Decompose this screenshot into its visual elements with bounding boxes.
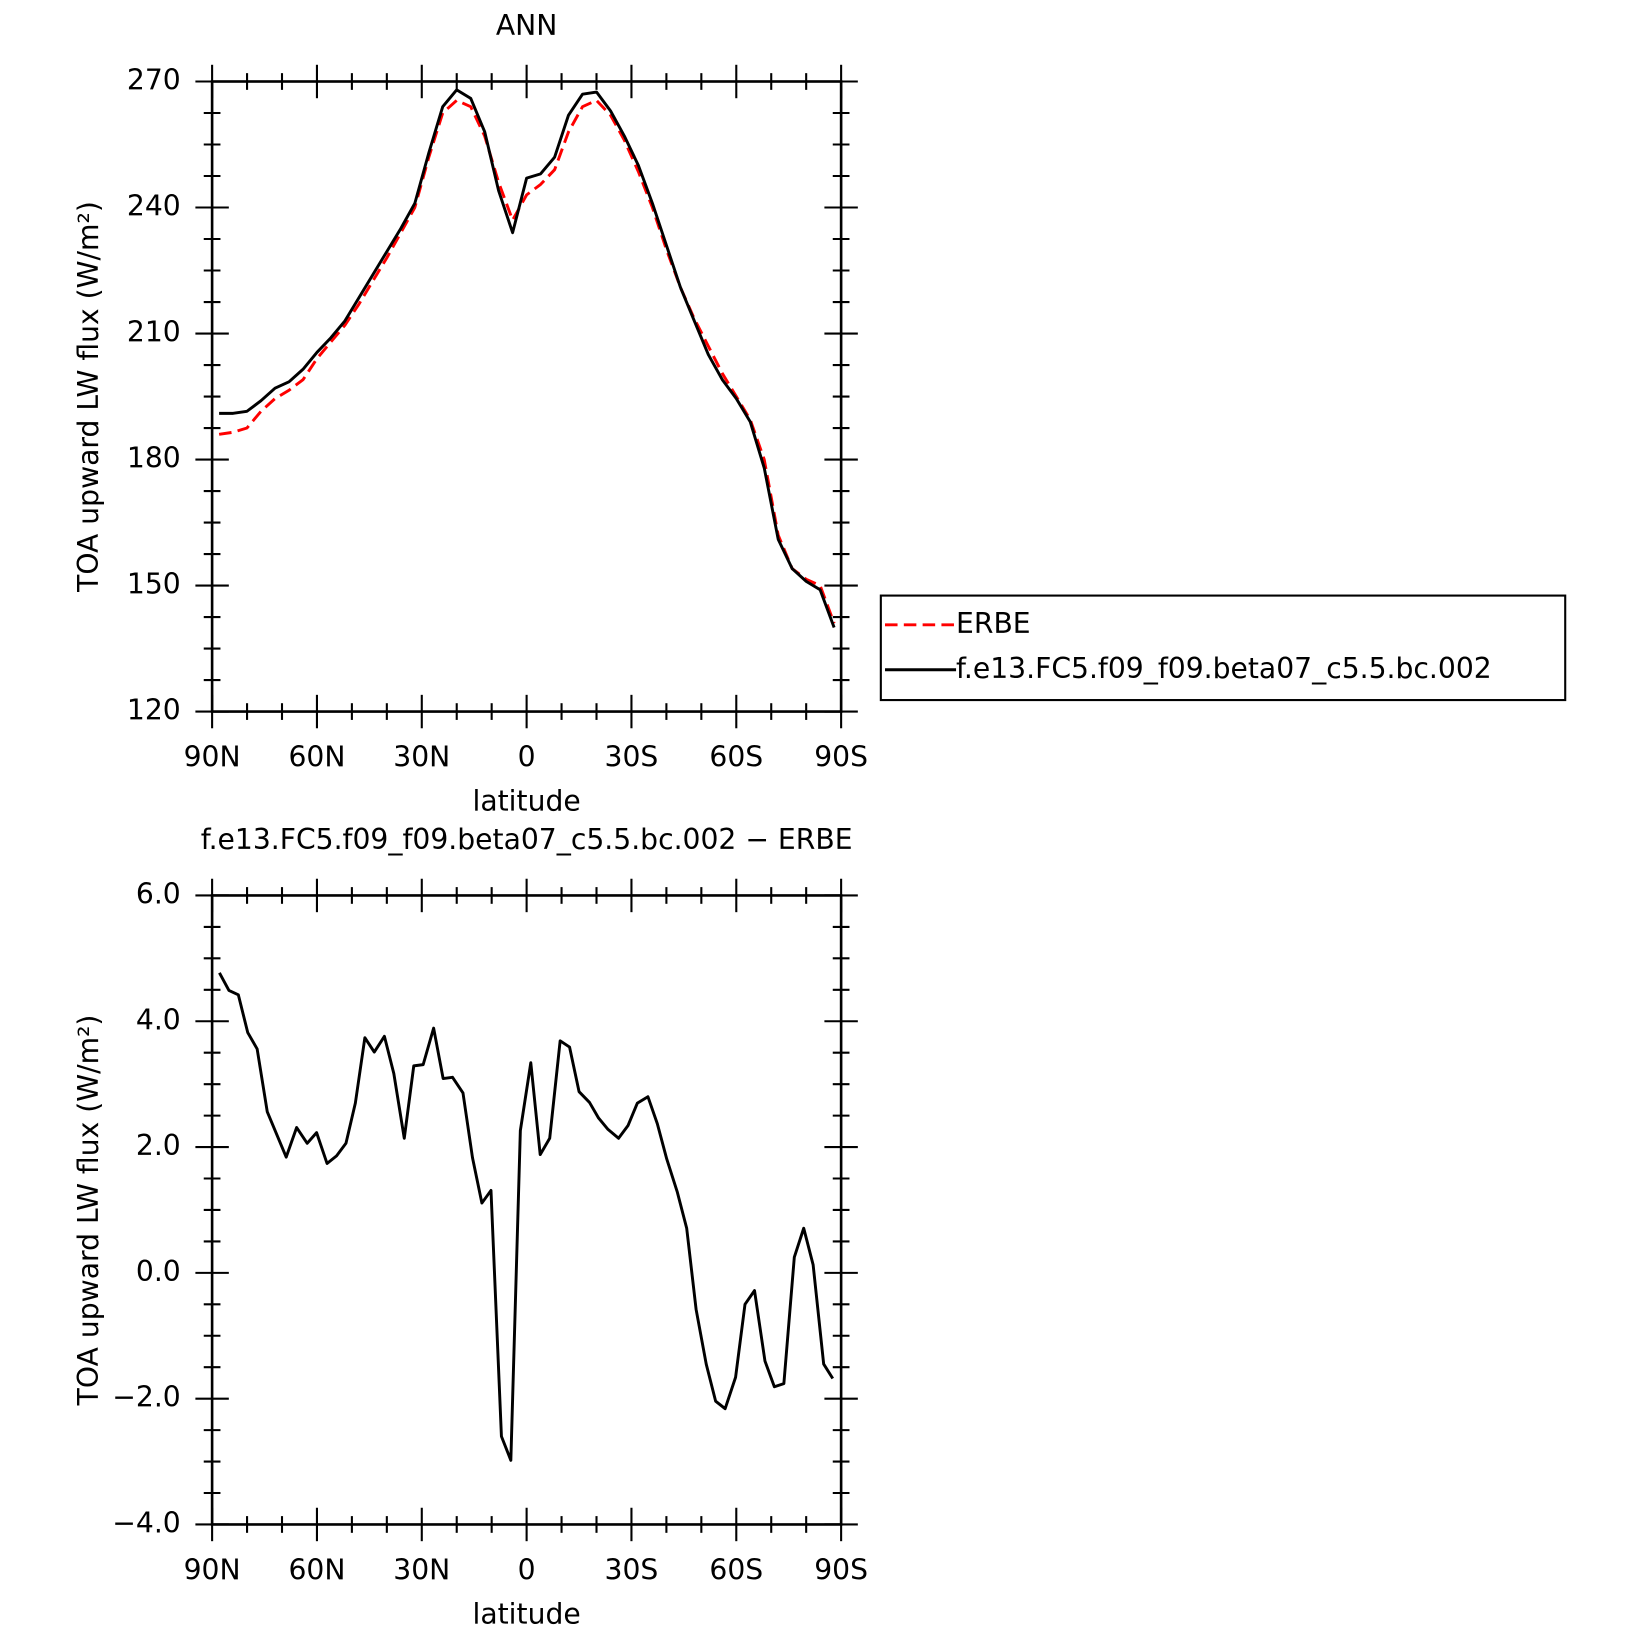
y-tick-label: 0.0 xyxy=(136,1255,181,1288)
plot-frame xyxy=(210,894,843,1526)
x-tick-label: 60S xyxy=(709,1553,763,1586)
x-tick-label: 60N xyxy=(288,741,345,774)
y-tick-label: 180 xyxy=(127,442,181,475)
x-tick-label: 30S xyxy=(605,1553,659,1586)
chart-title: ANN xyxy=(496,9,558,42)
y-axis-label: TOA upward LW flux (W/m²) xyxy=(72,201,105,593)
legend-label: f.e13.FC5.f09_f09.beta07_c5.5.bc.002 xyxy=(956,652,1492,685)
data-line xyxy=(218,98,836,624)
y-tick-label: 4.0 xyxy=(136,1003,181,1036)
chart-title: f.e13.FC5.f09_f09.beta07_c5.5.bc.002 − E… xyxy=(201,823,853,856)
y-tick-label: 210 xyxy=(127,316,181,349)
y-tick-label: 150 xyxy=(127,568,181,601)
x-tick-label: 30N xyxy=(393,1553,450,1586)
data-line xyxy=(219,88,836,629)
y-tick-label: 6.0 xyxy=(136,877,181,910)
x-axis-label: latitude xyxy=(473,1597,581,1630)
x-tick-label: 90N xyxy=(184,1553,241,1586)
data-line xyxy=(218,972,835,1462)
x-tick-label: 30S xyxy=(605,741,659,774)
x-axis-label: latitude xyxy=(473,784,581,817)
x-tick-label: 90N xyxy=(184,741,241,774)
legend-box xyxy=(879,594,1567,702)
y-tick-label: 270 xyxy=(127,64,181,97)
y-tick-label: −4.0 xyxy=(112,1506,180,1539)
legend-label: ERBE xyxy=(956,607,1031,640)
y-tick-label: 2.0 xyxy=(136,1129,181,1162)
plot-frame xyxy=(210,80,843,713)
x-tick-label: 60S xyxy=(709,741,763,774)
y-tick-label: 120 xyxy=(127,694,181,727)
x-tick-label: 0 xyxy=(518,1553,536,1586)
x-tick-label: 90S xyxy=(814,1553,868,1586)
y-tick-label: −2.0 xyxy=(112,1381,180,1414)
x-tick-label: 0 xyxy=(518,741,536,774)
y-tick-label: 240 xyxy=(127,190,181,223)
x-tick-label: 30N xyxy=(393,741,450,774)
x-tick-label: 60N xyxy=(288,1553,345,1586)
x-tick-label: 90S xyxy=(814,741,868,774)
y-axis-label: TOA upward LW flux (W/m²) xyxy=(72,1015,105,1407)
